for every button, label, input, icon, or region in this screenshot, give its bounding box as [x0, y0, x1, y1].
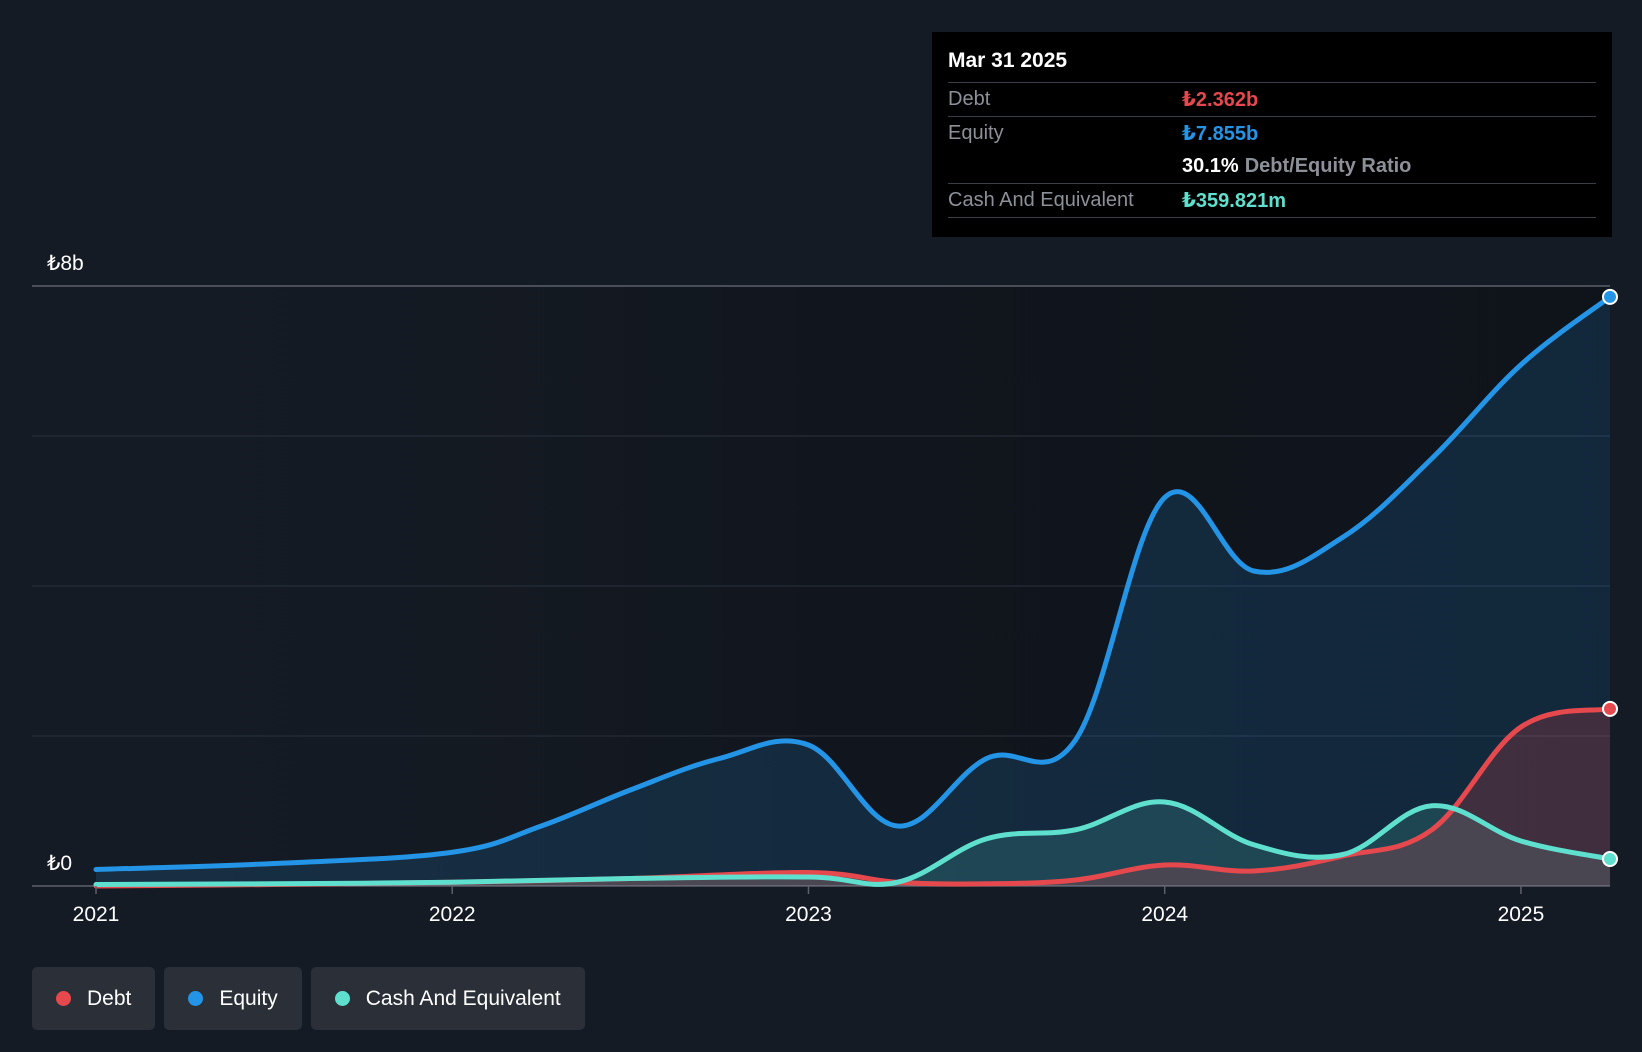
series-lines — [93, 294, 1613, 889]
x-tick-label: 2024 — [1141, 903, 1188, 926]
legend: Debt Equity Cash And Equivalent — [32, 967, 585, 1030]
x-tick-label: 2025 — [1498, 903, 1545, 926]
tooltip-row-cash: Cash And Equivalent ₺359.821m — [948, 183, 1596, 218]
tooltip-cash-value: ₺359.821m — [1182, 190, 1286, 212]
y-axis: ₺8b ₺0 — [47, 252, 84, 875]
x-axis: 2021 2022 2023 2024 2025 — [73, 886, 1545, 926]
series-areas — [96, 296, 1610, 886]
series-endpoints — [1602, 288, 1618, 867]
endpoint-equity — [1602, 288, 1618, 305]
x-tick-label: 2021 — [73, 903, 120, 926]
tooltip: Mar 31 2025 Debt ₺2.362b Equity ₺7.855b … — [932, 32, 1612, 237]
endpoint-cash-and-equivalent — [1602, 851, 1618, 867]
legend-debt-label: Debt — [87, 986, 132, 1010]
line-equity — [93, 294, 1613, 872]
legend-item-cash[interactable]: Cash And Equivalent — [310, 967, 585, 1030]
area-debt — [96, 708, 1610, 886]
tooltip-ratio-value: 30.1% — [1182, 155, 1239, 177]
legend-cash-label: Cash And Equivalent — [365, 986, 561, 1010]
tooltip-debt-label: Debt — [948, 88, 991, 110]
cash-dot-icon — [334, 991, 350, 1006]
tooltip-ratio-label: Debt/Equity Ratio — [1244, 155, 1412, 177]
tooltip-equity-value: ₺7.855b — [1182, 123, 1259, 145]
tooltip-date: Mar 31 2025 — [948, 49, 1068, 72]
endpoint-debt — [1602, 700, 1618, 717]
legend-equity-label: Equity — [219, 986, 278, 1010]
y-tick-label: ₺8b — [47, 252, 84, 275]
legend-item-debt[interactable]: Debt — [32, 967, 156, 1030]
debt-dot-icon — [56, 991, 71, 1006]
x-tick-label: 2022 — [429, 903, 476, 926]
legend-item-equity[interactable]: Equity — [164, 967, 302, 1030]
tooltip-row-equity: Equity ₺7.855b — [948, 116, 1596, 150]
area-cash-and-equivalent — [96, 801, 1610, 886]
tooltip-row-ratio: 30.1% Debt/Equity Ratio — [948, 150, 1596, 183]
line-cash-and-equivalent — [93, 799, 1613, 887]
tooltip-equity-label: Equity — [948, 122, 1004, 144]
x-tick-label: 2023 — [785, 903, 832, 926]
equity-dot-icon — [188, 991, 204, 1006]
tooltip-debt-value: ₺2.362b — [1182, 89, 1259, 111]
tooltip-cash-label: Cash And Equivalent — [948, 189, 1134, 211]
y-tick-label: ₺0 — [47, 852, 72, 875]
area-equity — [96, 296, 1610, 886]
tooltip-row-debt: Debt ₺2.362b — [948, 82, 1596, 116]
